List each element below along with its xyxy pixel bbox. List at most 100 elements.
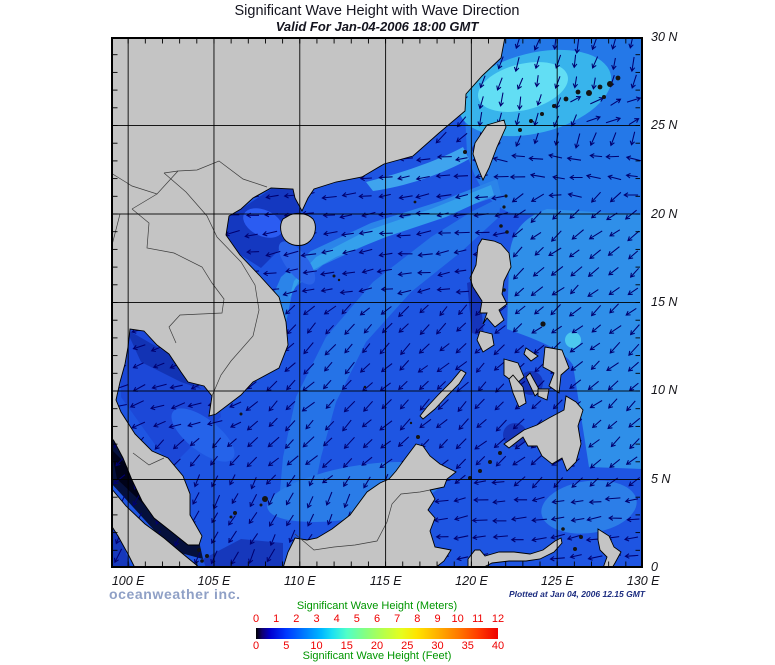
wave-arrow (458, 304, 468, 316)
wave-arrow (285, 420, 296, 432)
wave-arrow (170, 402, 186, 410)
meters-tick-label: 3 (313, 613, 320, 625)
wave-arrow (479, 75, 486, 89)
wave-arrow (321, 194, 337, 201)
wave-arrow (245, 401, 259, 412)
wave-arrow (568, 306, 582, 317)
wave-arrow (305, 419, 314, 430)
wave-arrow (437, 230, 451, 236)
wave-arrow (344, 343, 353, 354)
wave-arrow (591, 77, 597, 90)
wave-arrow (625, 307, 637, 316)
wave-arrow (308, 475, 315, 487)
wave-arrow (168, 423, 182, 430)
wave-arrow (587, 555, 603, 561)
wave-arrow (114, 548, 123, 564)
wave-arrow (628, 343, 640, 356)
wave-arrow (249, 494, 258, 508)
wave-arrow (609, 303, 619, 314)
region-central-swath (279, 197, 501, 505)
wave-arrow (551, 286, 565, 296)
wave-arrow (514, 287, 525, 297)
wave-arrow (491, 195, 505, 201)
wave-arrow (629, 324, 640, 336)
wave-arrow (231, 493, 239, 505)
lon-axis-label: 115 E (369, 574, 402, 588)
wave-arrow (400, 342, 411, 356)
wave-arrow (591, 56, 599, 69)
wave-arrow (491, 479, 505, 486)
wave-arrow (589, 458, 602, 469)
wave-arrow (474, 229, 490, 236)
wave-arrow (361, 268, 374, 274)
wave-arrow (513, 476, 526, 487)
wave-arrow (262, 230, 278, 237)
wave-arrow (571, 54, 578, 69)
wave-arrow (610, 436, 621, 448)
wave-arrow (399, 360, 410, 371)
island-halmahera (597, 528, 622, 568)
wave-arrow (436, 381, 446, 390)
wave-arrow (322, 459, 332, 469)
wave-arrow (211, 512, 219, 524)
wave-arrow (534, 246, 544, 256)
wave-arrow (397, 271, 412, 277)
wave-arrow (574, 38, 580, 55)
wave-arrow (510, 536, 524, 543)
wave-arrow (415, 210, 430, 217)
island-panay (503, 358, 525, 385)
wave-arrow (438, 439, 448, 449)
wave-arrow (531, 476, 543, 489)
wave-arrow (609, 229, 621, 237)
wave-arrow (267, 493, 275, 506)
wave-arrow (320, 287, 333, 293)
wave-arrow (536, 94, 542, 106)
wave-arrow (380, 306, 392, 315)
wave-arrow (604, 496, 621, 502)
lon-axis-label: 105 E (197, 574, 231, 588)
wave-arrow (609, 341, 621, 354)
wave-arrow (608, 515, 622, 521)
wave-arrow (359, 307, 371, 316)
wave-arrow (326, 513, 333, 526)
wave-arrow (550, 533, 565, 540)
wave-arrow (589, 153, 603, 159)
wave-arrow (129, 400, 144, 408)
wave-arrow (474, 398, 485, 410)
wave-arrow (265, 250, 281, 258)
wave-arrow (457, 400, 467, 413)
wave-arrow (493, 344, 505, 356)
wave-arrow (628, 118, 640, 126)
wave-arrow (589, 342, 601, 351)
meters-tick-label: 5 (353, 613, 360, 625)
wave-arrow (494, 401, 504, 411)
wave-arrow (548, 192, 562, 199)
island-mindoro (476, 330, 495, 353)
wave-arrow (570, 266, 583, 277)
wave-arrow (301, 401, 315, 412)
feet-tick-label: 10 (310, 640, 323, 652)
wave-arrow (627, 287, 639, 296)
wave-arrow (359, 175, 372, 182)
wave-arrow (495, 419, 507, 432)
wave-arrow (379, 458, 393, 469)
meters-tick-label: 2 (293, 613, 300, 625)
wave-arrow (511, 193, 524, 203)
wave-arrow (229, 401, 242, 409)
wave-arrow (552, 37, 558, 51)
island-palawan (419, 369, 467, 420)
wave-arrow (269, 534, 276, 547)
wave-arrow (306, 322, 316, 334)
wave-arrow (284, 362, 296, 372)
island-cebu (525, 372, 541, 397)
region-south-dark (203, 539, 283, 568)
wave-arrow (436, 362, 450, 373)
wave-arrow (570, 284, 579, 295)
wave-arrow (458, 418, 469, 431)
wave-arrow (152, 362, 165, 369)
wave-arrow (566, 534, 582, 541)
wave-arrow (608, 398, 618, 409)
wave-arrow (628, 382, 639, 391)
wave-arrow (625, 173, 638, 179)
country-borders (111, 160, 431, 551)
